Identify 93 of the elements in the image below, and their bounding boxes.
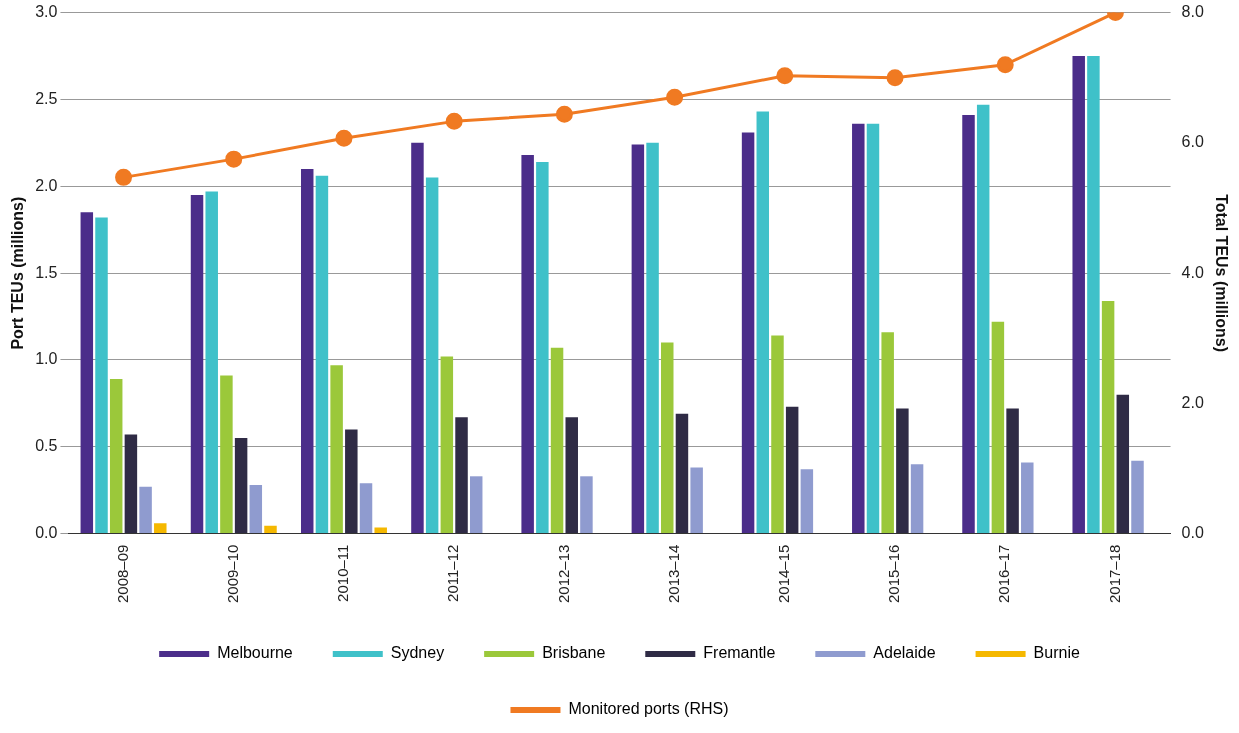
bar xyxy=(1087,56,1100,534)
x-tick-label: 2010–11 xyxy=(334,544,352,602)
bar xyxy=(455,417,468,534)
point xyxy=(225,150,243,168)
bar xyxy=(109,379,123,534)
bar xyxy=(962,115,975,534)
x-tick-label: 2016–17 xyxy=(995,544,1013,604)
bar xyxy=(234,438,248,534)
point xyxy=(335,129,353,147)
y-axis-title: Port TEUs (millions) xyxy=(9,196,27,350)
bar xyxy=(315,175,329,534)
x-tick-label: 2013–14 xyxy=(664,544,682,604)
bar xyxy=(661,342,674,534)
bar xyxy=(675,413,689,534)
bar xyxy=(330,365,343,534)
y-tick-label: 1.5 xyxy=(35,263,58,281)
y2-axis-title: Total TEUs (millions) xyxy=(1212,194,1230,353)
x-tick-label: 2014–15 xyxy=(774,544,792,604)
point xyxy=(996,56,1014,74)
bar xyxy=(991,321,1005,534)
y-tick-label: 1.0 xyxy=(35,350,58,368)
bar xyxy=(190,194,204,534)
point xyxy=(666,88,684,106)
bar xyxy=(976,104,990,534)
y2-tick-label: 0.0 xyxy=(1181,524,1204,542)
bar xyxy=(374,527,387,534)
bar xyxy=(124,434,138,534)
bar xyxy=(425,177,439,534)
bar xyxy=(359,483,373,534)
y-tick-label: 3.0 xyxy=(35,3,58,21)
bar xyxy=(95,217,108,534)
legend-label: Melbourne xyxy=(217,644,293,662)
x-tick-label: 2015–16 xyxy=(885,544,903,604)
bar xyxy=(785,406,799,534)
bar xyxy=(565,417,578,534)
x-tick-label: 2009–10 xyxy=(223,544,241,604)
bar xyxy=(80,212,94,534)
y-tick-label: 2.0 xyxy=(35,176,58,194)
bar xyxy=(631,144,645,534)
bar xyxy=(1101,300,1115,534)
bar xyxy=(756,111,770,534)
y-tick-label: 0.0 xyxy=(35,524,58,542)
legend-label: Sydney xyxy=(390,644,445,662)
y2-tick-label: 2.0 xyxy=(1181,393,1204,411)
bar xyxy=(411,142,424,534)
bar xyxy=(139,486,152,534)
x-tick-label: 2017–18 xyxy=(1105,544,1123,604)
bar xyxy=(881,332,894,534)
bar xyxy=(521,155,534,534)
bar xyxy=(866,123,880,534)
point xyxy=(776,67,794,85)
y2-tick-label: 8.0 xyxy=(1181,3,1204,21)
x-tick-label: 2012–13 xyxy=(554,544,572,604)
bar xyxy=(345,429,358,534)
bar xyxy=(771,335,784,534)
bar xyxy=(440,356,454,534)
point xyxy=(555,105,573,123)
bar xyxy=(220,375,233,534)
bar xyxy=(249,484,263,534)
legend-label: Fremantle xyxy=(703,644,776,662)
y2-tick-label: 4.0 xyxy=(1181,263,1204,281)
bar xyxy=(1072,56,1085,534)
bar xyxy=(896,408,909,534)
bar xyxy=(550,347,564,534)
legend-label: Burnie xyxy=(1033,644,1080,662)
bar xyxy=(300,168,314,534)
point xyxy=(445,112,463,130)
x-tick-label: 2008–09 xyxy=(113,544,131,604)
bar xyxy=(205,191,218,534)
bar xyxy=(580,476,593,534)
legend-label: Monitored ports (RHS) xyxy=(568,700,729,718)
bar xyxy=(1131,460,1144,534)
bar xyxy=(264,525,277,534)
bar xyxy=(852,123,865,534)
x-tick-label: 2011–12 xyxy=(444,544,462,602)
bar xyxy=(800,469,814,534)
bar xyxy=(1116,394,1130,534)
legend-label: Adelaide xyxy=(873,644,936,662)
legend-label: Brisbane xyxy=(542,644,606,662)
bar xyxy=(469,476,483,534)
bar xyxy=(1021,462,1034,534)
y-tick-label: 0.5 xyxy=(35,437,58,455)
point xyxy=(115,168,133,186)
point xyxy=(886,69,904,87)
y-tick-label: 2.5 xyxy=(35,89,58,107)
bar xyxy=(536,161,549,534)
bar xyxy=(741,132,755,534)
bar xyxy=(646,142,659,534)
y2-tick-label: 6.0 xyxy=(1181,133,1204,151)
bar xyxy=(1006,408,1019,534)
bar xyxy=(910,464,924,534)
bar xyxy=(154,523,167,534)
bar xyxy=(690,467,703,534)
